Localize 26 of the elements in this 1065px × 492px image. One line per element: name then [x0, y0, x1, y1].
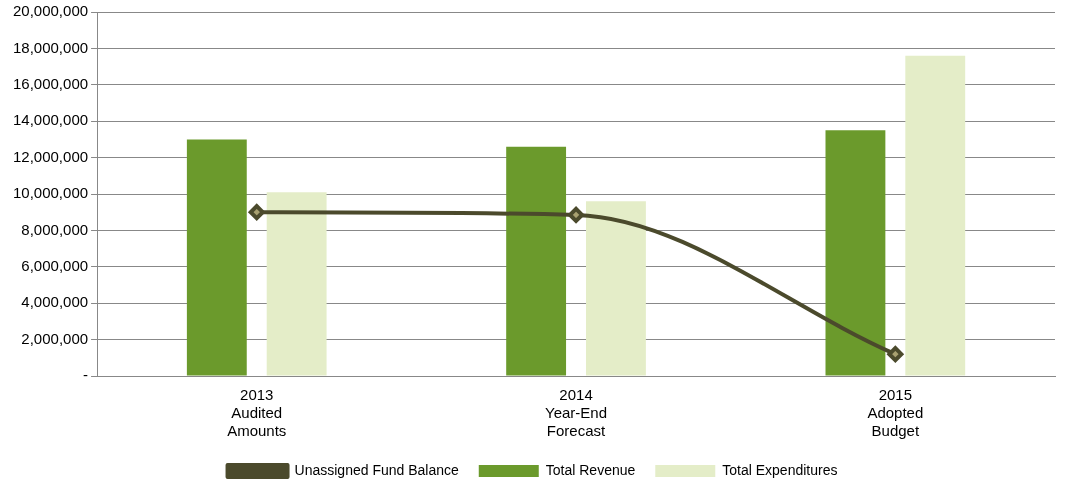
y-tick-label: 8,000,000: [21, 220, 89, 238]
bar: [506, 146, 567, 376]
y-tick-label: 2,000,000: [21, 329, 89, 347]
legend-label: Unassigned Fund Balance: [294, 461, 459, 478]
point: [248, 204, 265, 221]
bar: [905, 55, 966, 376]
y-tick-label: 12,000,000: [13, 147, 89, 165]
y-tick-label: 10,000,000: [13, 184, 89, 202]
legend-label: Total Expenditures: [722, 461, 838, 478]
bar: [586, 201, 646, 376]
y-tick-label: 18,000,000: [13, 38, 89, 56]
point: [568, 206, 585, 223]
y-tick-label: 20,000,000: [13, 2, 89, 20]
legend-label: Total Revenue: [545, 461, 636, 478]
x-tick-label: 2013 Audited Amounts: [227, 386, 287, 440]
y-tick-label: 16,000,000: [13, 74, 89, 92]
x-tick-label: 2015 Adopted Budget: [867, 386, 924, 440]
point: [887, 346, 904, 363]
y-tick-label: 4,000,000: [21, 293, 89, 311]
y-tick-label: -: [83, 366, 89, 384]
bar: [186, 139, 247, 376]
x-tick-label: 2014 Year-End Forecast: [545, 386, 608, 440]
y-tick-label: 14,000,000: [13, 111, 89, 129]
bar: [825, 130, 886, 376]
bar: [266, 192, 327, 376]
y-tick-label: 6,000,000: [21, 256, 89, 274]
